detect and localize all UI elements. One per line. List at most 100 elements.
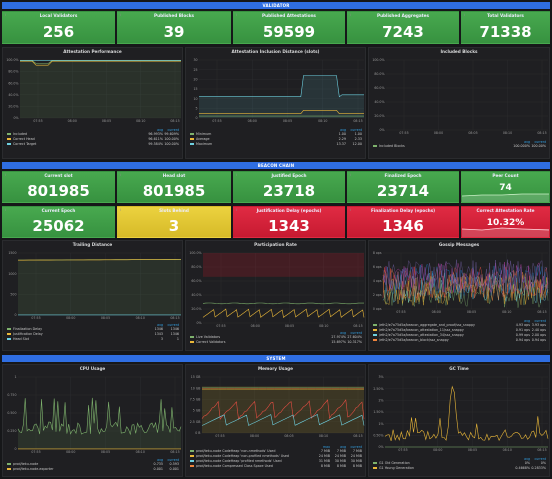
x-tick-label: 08:00 (68, 119, 77, 123)
row-header-validator[interactable]: VALIDATOR (2, 2, 550, 9)
series-included-area (20, 60, 181, 118)
x-tick-label: 08:15 (170, 119, 179, 123)
legend-swatch (373, 334, 377, 336)
legend-item[interactable]: Included 96.993% 99.609% (7, 132, 179, 137)
legend-item[interactable]: prod/teku-node CodeHeap 'non-nmethods' U… (190, 449, 362, 454)
panel-title: Included Blocks (440, 49, 478, 54)
legend-col: current (167, 323, 180, 327)
legend-value: 0.2833% (531, 466, 546, 470)
stat-title: Head slot (162, 173, 186, 178)
legend-value: 31 MiB (318, 459, 330, 463)
info-icon[interactable]: i (236, 173, 237, 177)
legend-label: G1 Young Generation (379, 466, 415, 470)
inclusion-distance-chart: 30 25 20 15 10 5 0 07:55 08:00 08:05 08:10 08:15 (193, 58, 364, 123)
stat-title: Finalization Delay (epochs) (370, 208, 436, 213)
x-tick-label: 07:55 (31, 316, 40, 320)
y-tick-label: 10 GB (191, 386, 201, 390)
legend-item[interactable]: Correct Validators 15.697% 10.317% (190, 340, 362, 345)
stat-panel: i Head slot 801985 (117, 171, 231, 203)
legend-col: avg (524, 457, 530, 461)
gc-time-legend: avg current G1 Old Generation 0% 0% G1 Young … (373, 457, 546, 471)
x-tick-label: 08:10 (136, 316, 145, 320)
info-icon[interactable]: i (350, 173, 351, 177)
legend-item[interactable]: G1 Young Generation 0.4668% 0.2833% (373, 466, 546, 471)
panel-title: Gossip Messages (438, 242, 480, 247)
legend-item[interactable]: Average 2.29 2.33 (190, 137, 362, 142)
x-tick-label: 07:55 (398, 448, 407, 452)
legend-value: 0.99 ops (515, 333, 530, 337)
y-tick-label: 2.5 GB (190, 420, 201, 424)
x-tick-label: 08:05 (283, 119, 292, 123)
info-icon[interactable]: i (350, 13, 351, 17)
info-icon[interactable]: i (120, 173, 121, 177)
cpu-usage-chart: 1 0.750 0.500 0.250 0 07:55 08:00 08:05 08:10 08:… (7, 375, 182, 454)
x-tick-label: 07:55 (33, 119, 42, 123)
legend-item[interactable]: /eth2/e7a75d5a/beacon_aggregate_and_proo… (373, 323, 546, 328)
legend-item[interactable]: /eth2/e7a75d5a/beacon_attestation_11/ssz… (373, 328, 546, 333)
x-tick-label: 08:05 (285, 324, 294, 328)
info-icon[interactable]: i (5, 208, 6, 212)
legend-item[interactable]: Included Blocks 100.000% 100.00% (373, 144, 546, 149)
y-tick-label: 2 ops (373, 293, 382, 297)
legend-value: 0% (540, 461, 546, 465)
y-tick-label: 15 (193, 87, 197, 91)
series-maximum (199, 75, 364, 98)
legend-item[interactable]: Live Validators 27.974% 27.604% (190, 335, 362, 340)
legend-label: Included (13, 132, 28, 136)
legend-item[interactable]: Head Slot 3 1 (7, 337, 179, 342)
legend-item[interactable]: prod/teku-node CodeHeap 'non-profiled nm… (190, 454, 362, 459)
series-topic-7 (382, 259, 549, 292)
legend-value: 30 MiB (350, 459, 362, 463)
info-icon[interactable]: i (5, 13, 6, 17)
legend-value: 1346 (170, 327, 179, 331)
legend-value: 0% (524, 461, 530, 465)
info-icon[interactable]: i (464, 13, 465, 17)
series-teku-node-area (18, 397, 181, 449)
info-icon[interactable]: i (236, 208, 237, 212)
legend-col: current (534, 319, 547, 323)
stat-value: 59599 (262, 23, 316, 41)
row-header-beacon-chain[interactable]: BEACON CHAIN (2, 162, 550, 169)
inclusion-distance-legend: avg current Minimum 1.00 1.00 Average 2.29 2.33… (190, 128, 362, 147)
info-icon[interactable]: i (120, 208, 121, 212)
legend-item[interactable]: Justification Delay 1343 1346 (7, 332, 179, 337)
legend-item[interactable]: Correct Head 96.611% 100.00% (7, 137, 179, 142)
stat-value: 801985 (142, 182, 206, 200)
legend-item[interactable]: Finalization Delay 1346 1346 (7, 327, 179, 332)
info-icon[interactable]: i (350, 208, 351, 212)
legend-item[interactable]: Minimum 1.00 1.00 (190, 132, 362, 137)
y-tick-label: 0.500 (7, 411, 16, 415)
legend-item[interactable]: prod/teku-node-exporter 0.001 0.001 (7, 467, 179, 472)
info-icon[interactable]: i (236, 13, 237, 17)
legend-item[interactable]: /eth2/e7a75d5a/beacon_attestation_34/ssz… (373, 333, 546, 338)
panel-title: Trailing Distance (72, 242, 113, 247)
legend-swatch (373, 329, 377, 331)
stat-title: Local Validators (39, 13, 78, 18)
legend-label: prod/teku-node Compressed Class Space Us… (196, 464, 273, 468)
legend-item[interactable]: prod/teku-node 0.735 0.593 (7, 462, 179, 467)
stat-value: 39 (163, 23, 185, 41)
legend-col: current (350, 445, 363, 449)
legend-label: prod/teku-node CodeHeap 'profiled nmetho… (196, 459, 282, 463)
legend-value: 0.94 ops (531, 338, 546, 342)
legend-value: 0.735 (153, 462, 163, 466)
y-tick-label: 0 (14, 447, 16, 451)
info-icon[interactable]: i (120, 13, 121, 17)
x-tick-label: 08:10 (318, 119, 327, 123)
legend-label: Correct Head (13, 137, 35, 141)
legend-value: 100.00% (531, 144, 546, 148)
info-icon[interactable]: i (5, 173, 6, 177)
legend-col: current (350, 331, 363, 335)
legend-item[interactable]: Maximum 13.37 12.00 (190, 142, 362, 147)
legend-item[interactable]: /eth2/e7a75d5a/beacon_block/ssz_snappy 0.… (373, 338, 546, 343)
legend-item[interactable]: Correct Target 99.584% 100.00% (7, 142, 179, 147)
stat-value: 71338 (479, 23, 532, 41)
row-header-system[interactable]: SYSTEM (2, 355, 550, 362)
legend-item[interactable]: G1 Old Generation 0% 0% (373, 461, 546, 466)
legend-item[interactable]: prod/teku-node Compressed Class Space Us… (190, 464, 362, 469)
y-tick-label: 1000 (8, 272, 16, 276)
x-tick-label: 08:15 (353, 119, 362, 123)
x-tick-label: 08:05 (101, 450, 110, 454)
y-tick-label: 100.0% (6, 58, 18, 62)
legend-item[interactable]: prod/teku-node CodeHeap 'profiled nmetho… (190, 459, 362, 464)
